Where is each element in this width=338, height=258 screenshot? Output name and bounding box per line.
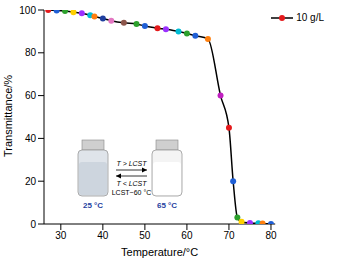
- svg-text:Temperature/°C: Temperature/°C: [121, 246, 198, 258]
- svg-text:40: 40: [97, 230, 109, 241]
- svg-text:80: 80: [25, 47, 37, 58]
- svg-text:30: 30: [55, 230, 67, 241]
- svg-text:60: 60: [25, 90, 37, 101]
- svg-text:40: 40: [25, 133, 37, 144]
- svg-text:LCST~60 °C: LCST~60 °C: [112, 189, 152, 196]
- svg-text:50: 50: [139, 230, 151, 241]
- svg-text:60: 60: [181, 230, 193, 241]
- svg-text:0: 0: [30, 219, 36, 230]
- svg-text:20: 20: [25, 176, 37, 187]
- svg-text:70: 70: [223, 230, 235, 241]
- svg-text:80: 80: [265, 230, 277, 241]
- html-text:10 g/L: 10 g/L: [296, 12, 324, 23]
- svg-text:25 °C: 25 °C: [83, 201, 103, 210]
- svg-text:T > LCST: T > LCST: [116, 160, 147, 167]
- svg-text:Transmittance/%: Transmittance/%: [2, 75, 14, 157]
- svg-text:100: 100: [19, 5, 36, 16]
- svg-text:65 °C: 65 °C: [157, 201, 177, 210]
- svg-text:T < LCST: T < LCST: [116, 180, 147, 187]
